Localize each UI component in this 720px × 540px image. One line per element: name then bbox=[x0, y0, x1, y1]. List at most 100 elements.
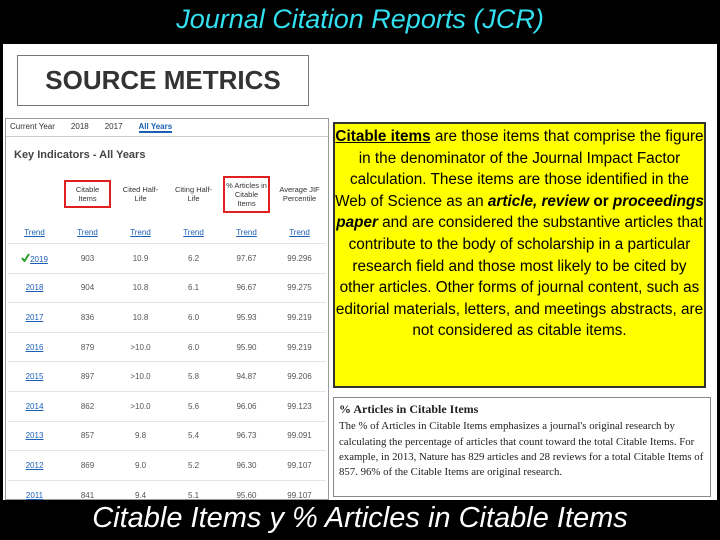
cell-text: 99.275 bbox=[287, 283, 312, 293]
data-row: 2014 862 >10.0 5.6 96.06 99.123 bbox=[8, 390, 326, 422]
data-row: 2016 879 >10.0 6.0 95.90 99.219 bbox=[8, 331, 326, 362]
trend-row: Trend Trend Trend Trend Trend Trend bbox=[8, 221, 326, 244]
value-cell: 99.275 bbox=[273, 272, 326, 303]
trend-link[interactable]: Trend bbox=[183, 227, 204, 237]
year-cell: 2012 bbox=[8, 450, 61, 481]
tab[interactable]: Current Year bbox=[10, 122, 55, 131]
definition-text: proceedings paper bbox=[336, 192, 704, 232]
value-cell: 95.93 bbox=[220, 302, 273, 333]
value-cell: 99.123 bbox=[273, 390, 326, 422]
cell-text: 6.1 bbox=[187, 283, 200, 293]
value-cell: 96.73 bbox=[220, 420, 273, 451]
value-cell: 99.091 bbox=[273, 420, 326, 451]
year-cell: 2014 bbox=[8, 390, 61, 422]
trend-link[interactable]: Trend bbox=[236, 227, 257, 237]
cell-text: 96.06 bbox=[236, 401, 257, 411]
trend-link[interactable]: Trend bbox=[130, 227, 151, 237]
trend-link[interactable]: Trend bbox=[77, 227, 98, 237]
cell-text: 99.206 bbox=[287, 372, 312, 382]
value-cell: 99.219 bbox=[273, 302, 326, 333]
value-cell: 97.67 bbox=[220, 243, 273, 274]
definition-box: Citable items are those items that compr… bbox=[333, 122, 706, 388]
trend-link[interactable]: Trend bbox=[289, 227, 310, 237]
note-box: % Articles in Citable Items The % of Art… bbox=[333, 397, 711, 497]
value-cell: 904 bbox=[61, 272, 114, 303]
cell-text: 2014 bbox=[25, 401, 44, 411]
header-cell: Citing Half-Life bbox=[167, 167, 220, 221]
year-cell: 2011 bbox=[8, 479, 61, 510]
cell-text: 904 bbox=[80, 283, 95, 293]
tabs: Current Year 2018 2017 All Years bbox=[6, 119, 328, 137]
cell-text: 99.219 bbox=[287, 342, 312, 352]
jcr-screenshot: Current Year 2018 2017 All Years Key Indica… bbox=[5, 118, 329, 510]
data-row: 2011 841 9.4 5.1 95.60 99.107 bbox=[8, 479, 326, 510]
cell-text: 2017 bbox=[25, 312, 44, 322]
year-cell: 2017 bbox=[8, 302, 61, 333]
cell-text: 869 bbox=[80, 460, 95, 470]
value-cell: 6.0 bbox=[167, 331, 220, 362]
value-cell: 96.06 bbox=[220, 390, 273, 422]
indicator-table: Citable Items Cited Half-Life Citing Half-… bbox=[8, 167, 326, 510]
cell-text: 897 bbox=[80, 372, 95, 382]
cell-text: 10.8 bbox=[132, 283, 149, 293]
value-cell: 5.4 bbox=[167, 420, 220, 451]
value-cell: 99.107 bbox=[273, 479, 326, 510]
definition-text: or bbox=[589, 192, 613, 210]
cell-text: 2015 bbox=[25, 372, 44, 382]
cell-text: 862 bbox=[80, 401, 95, 411]
value-cell: 96.67 bbox=[220, 272, 273, 303]
data-row: 2012 869 9.0 5.2 96.30 99.107 bbox=[8, 450, 326, 481]
value-cell: 95.90 bbox=[220, 331, 273, 362]
value-cell: 10.8 bbox=[114, 302, 167, 333]
value-cell: 96.30 bbox=[220, 450, 273, 481]
data-row: 2019 903 10.9 6.2 97.67 99.296 bbox=[8, 243, 326, 274]
data-row: 2018 904 10.8 6.1 96.67 99.275 bbox=[8, 272, 326, 303]
header-cell: % Articles in Citable Items bbox=[220, 167, 273, 221]
header-cell: Citable Items bbox=[61, 167, 114, 221]
year-cell: 2016 bbox=[8, 331, 61, 362]
cell-text: 99.091 bbox=[287, 431, 312, 441]
cell-text: 99.296 bbox=[287, 253, 312, 263]
value-cell: 836 bbox=[61, 302, 114, 333]
value-cell: 9.0 bbox=[114, 450, 167, 481]
slide-title: Journal Citation Reports (JCR) bbox=[176, 4, 544, 34]
cell-text: >10.0 bbox=[130, 342, 151, 352]
cell-text: 96.73 bbox=[236, 431, 257, 441]
value-cell: >10.0 bbox=[114, 331, 167, 362]
value-cell: 99.107 bbox=[273, 450, 326, 481]
cell-text: 10.9 bbox=[132, 253, 149, 263]
tab[interactable]: 2018 bbox=[70, 122, 89, 131]
value-cell: >10.0 bbox=[114, 361, 167, 392]
trend-link[interactable]: Trend bbox=[24, 227, 45, 237]
header-cell: Average JIF Percentile bbox=[273, 167, 326, 221]
value-cell: 9.8 bbox=[114, 420, 167, 451]
definition-text: are those items that comprise the figure… bbox=[335, 128, 704, 210]
data-row: 2017 836 10.8 6.0 95.93 99.219 bbox=[8, 302, 326, 333]
section-label: SOURCE METRICS bbox=[17, 55, 309, 106]
cell-text: 2016 bbox=[25, 342, 44, 352]
tab[interactable]: 2017 bbox=[104, 122, 123, 131]
definition-text: article, review bbox=[487, 192, 590, 210]
cell-text: 99.219 bbox=[287, 312, 312, 322]
value-cell: 6.1 bbox=[167, 272, 220, 303]
header-row: Citable Items Cited Half-Life Citing Half-… bbox=[8, 167, 326, 221]
cell-text: >10.0 bbox=[130, 401, 151, 411]
cell-text: 2012 bbox=[25, 460, 44, 470]
column-header: Average JIF Percentile bbox=[279, 185, 320, 203]
year-cell: 2013 bbox=[8, 420, 61, 451]
value-cell: 903 bbox=[61, 243, 114, 274]
cell-text: 95.60 bbox=[236, 490, 257, 500]
data-row: 2015 897 >10.0 5.8 94.87 99.206 bbox=[8, 361, 326, 392]
cell-text: 903 bbox=[80, 253, 95, 263]
year-cell: 2019 bbox=[8, 243, 61, 274]
cell-text: 836 bbox=[80, 312, 95, 322]
tab[interactable]: All Years bbox=[138, 122, 173, 133]
value-cell: 99.219 bbox=[273, 331, 326, 362]
year-cell: 2015 bbox=[8, 361, 61, 392]
panel-heading: Key Indicators - All Years bbox=[14, 149, 146, 161]
slide-caption: Citable Items y % Articles in Citable It… bbox=[92, 502, 628, 534]
value-cell: 862 bbox=[61, 390, 114, 422]
year-cell: 2018 bbox=[8, 272, 61, 303]
cell-text: 9.0 bbox=[134, 460, 147, 470]
